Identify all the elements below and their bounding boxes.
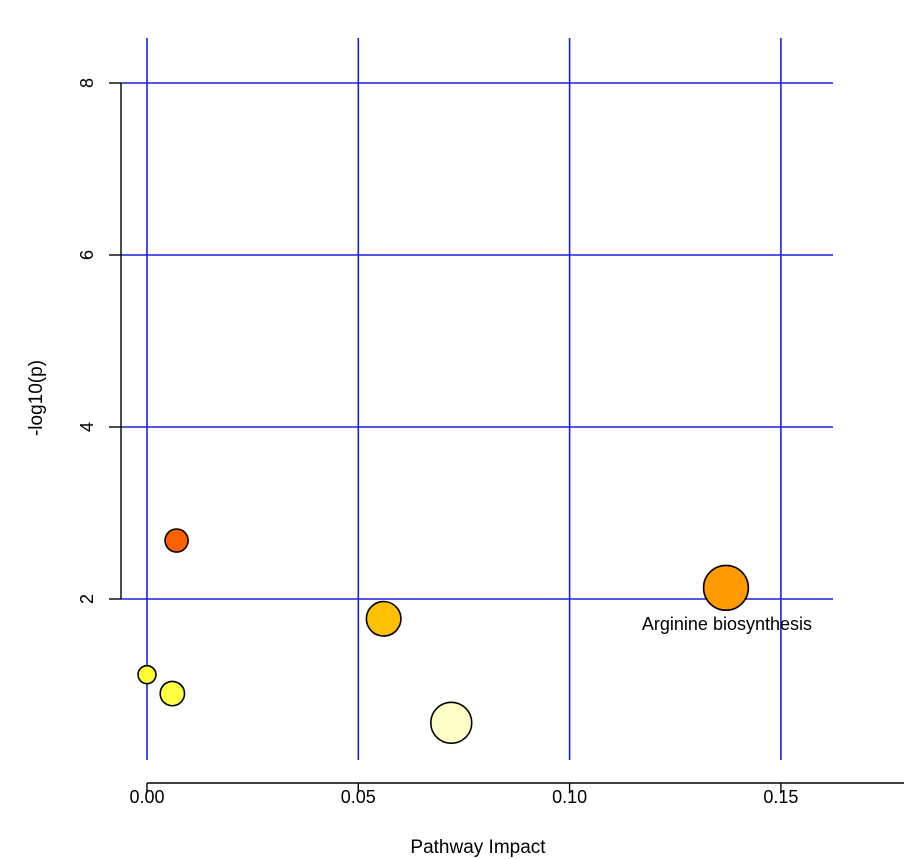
y-axis-label: -log10(p) xyxy=(26,360,47,436)
x-tick-label: 0.05 xyxy=(341,787,376,807)
grid-lines xyxy=(121,38,833,760)
data-point xyxy=(702,564,750,612)
data-points xyxy=(137,528,750,745)
point-annotation: Arginine biosynthesis xyxy=(642,614,812,634)
axes: 0.000.050.100.150.200.250.302468 xyxy=(77,78,904,807)
data-point xyxy=(137,664,157,685)
x-tick-label: 0.10 xyxy=(552,787,587,807)
x-axis-label: Pathway Impact xyxy=(410,837,546,858)
y-tick-label: 6 xyxy=(77,250,97,260)
y-tick-label: 8 xyxy=(77,78,97,88)
data-point xyxy=(365,600,402,637)
data-point xyxy=(164,528,189,553)
y-tick-label: 2 xyxy=(77,594,97,604)
annotations: Cysteine and methionine metabolismArgini… xyxy=(642,614,812,634)
x-tick-label: 0.15 xyxy=(763,787,798,807)
data-point xyxy=(429,701,473,745)
x-tick-label: 0.00 xyxy=(129,787,164,807)
data-point xyxy=(159,680,186,707)
y-tick-label: 4 xyxy=(77,422,97,432)
